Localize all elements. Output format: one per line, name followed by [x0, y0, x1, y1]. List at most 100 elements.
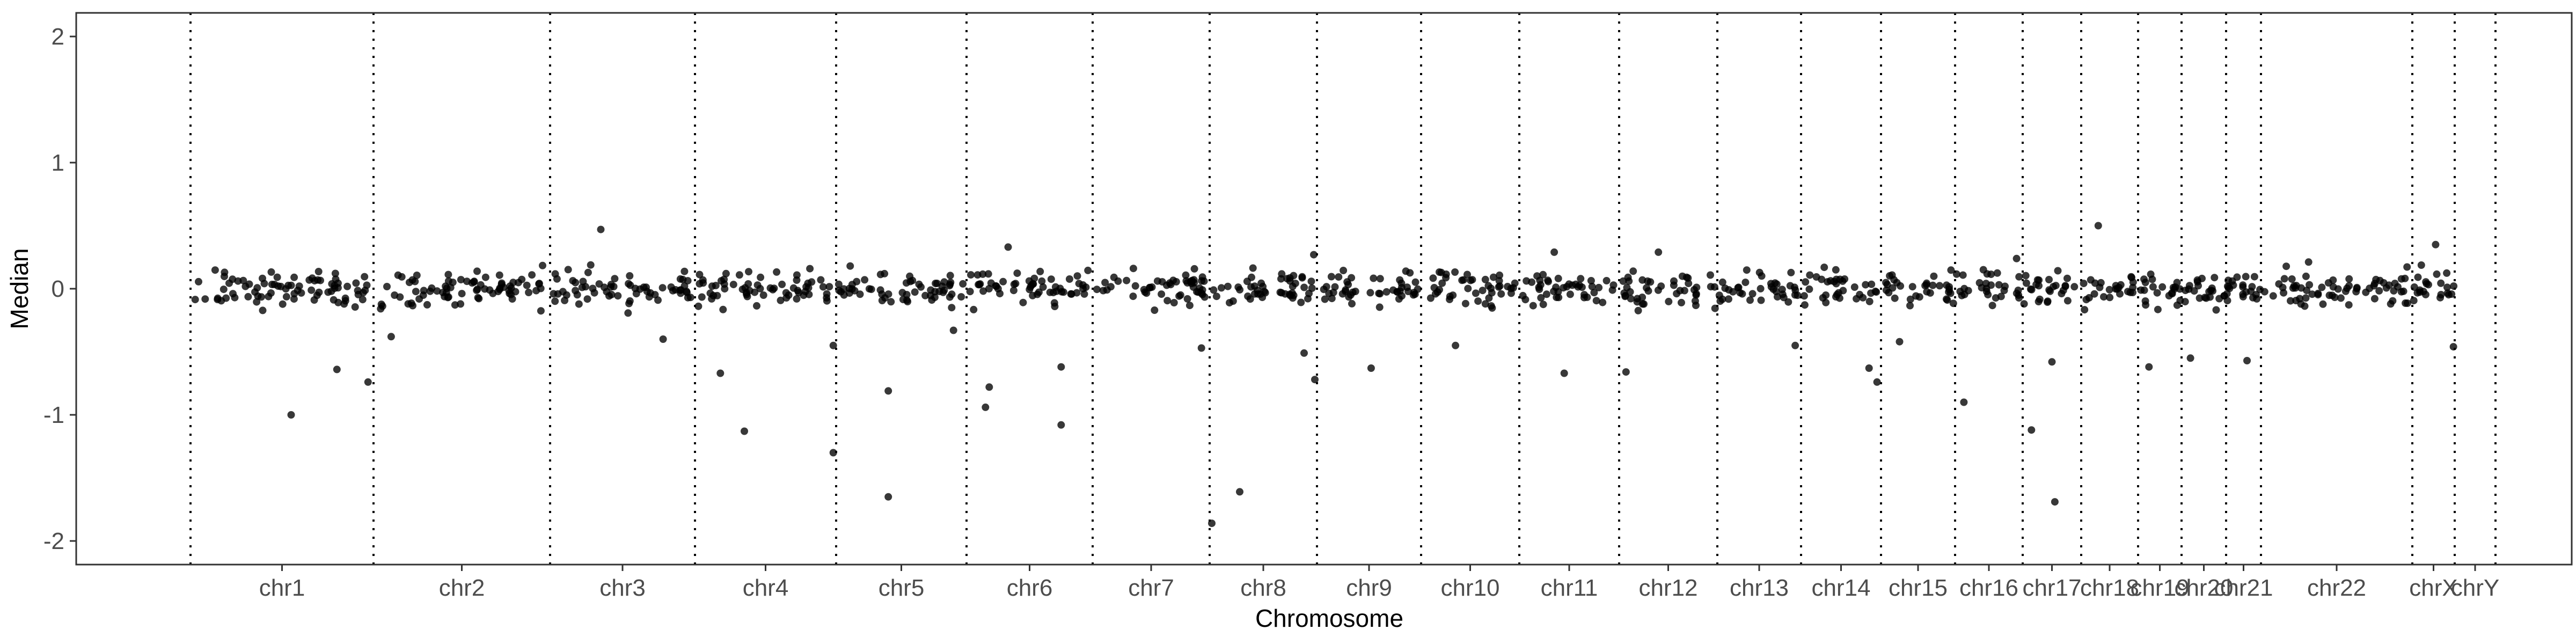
data-point	[1805, 285, 1813, 293]
data-point	[1131, 282, 1139, 290]
data-point	[1550, 287, 1558, 295]
data-point	[2070, 283, 2079, 291]
data-point	[2331, 294, 2339, 301]
data-point	[1757, 296, 1765, 304]
data-point	[595, 280, 603, 288]
data-point	[2319, 300, 2327, 308]
data-point	[845, 289, 853, 297]
data-point	[1036, 267, 1044, 275]
data-point	[539, 261, 546, 269]
data-point	[1643, 284, 1650, 292]
data-point	[1073, 289, 1081, 297]
x-tick-label-chr21: chr21	[2214, 575, 2273, 601]
data-point	[2186, 354, 2194, 362]
data-point	[2145, 363, 2153, 371]
data-point	[1395, 295, 1403, 303]
data-point	[753, 281, 762, 289]
data-point	[428, 284, 436, 292]
data-point	[1027, 283, 1034, 291]
data-point	[1304, 295, 1312, 303]
data-point	[2147, 270, 2155, 278]
x-tick-label-chr13: chr13	[1730, 575, 1789, 601]
data-point	[404, 300, 412, 308]
data-point	[1978, 284, 1986, 292]
data-point	[1376, 275, 1384, 283]
data-point	[231, 294, 239, 302]
data-point	[1468, 276, 1476, 284]
data-point	[244, 292, 252, 301]
data-point	[2248, 283, 2256, 291]
data-point	[496, 284, 504, 292]
data-point	[444, 277, 452, 285]
data-point	[2212, 306, 2220, 314]
data-point	[719, 305, 727, 313]
data-point	[361, 273, 369, 281]
data-point	[290, 273, 298, 281]
data-point	[221, 273, 228, 281]
data-point	[658, 284, 667, 292]
data-point	[1452, 341, 1460, 349]
data-point	[741, 284, 749, 292]
data-point	[451, 301, 459, 309]
data-point	[1300, 349, 1308, 357]
data-point	[2279, 283, 2287, 291]
data-point	[2318, 283, 2326, 291]
data-point	[1367, 364, 1375, 372]
data-point	[1960, 398, 1968, 406]
data-point	[2106, 294, 2114, 302]
data-point	[1997, 292, 2005, 301]
y-axis-title: Median	[5, 248, 33, 330]
data-point	[1366, 289, 1374, 297]
data-point	[1348, 274, 1356, 282]
data-point	[819, 283, 827, 291]
data-point	[2182, 287, 2190, 295]
data-point	[1497, 290, 1505, 298]
data-point	[911, 288, 919, 296]
data-point	[1685, 280, 1693, 288]
data-point	[1129, 292, 1137, 301]
data-point	[442, 289, 450, 297]
data-point	[1056, 284, 1064, 292]
data-point	[1806, 271, 1814, 279]
data-point	[1311, 376, 1319, 384]
data-point	[1949, 299, 1957, 308]
data-point	[709, 291, 718, 299]
data-point	[1987, 270, 1995, 279]
data-point	[525, 289, 533, 296]
data-point	[1344, 281, 1352, 289]
data-point	[1182, 271, 1190, 279]
data-point	[1912, 292, 1920, 300]
data-point	[1644, 277, 1652, 285]
data-point	[489, 289, 497, 297]
data-point	[2450, 282, 2458, 290]
data-point	[1247, 283, 1255, 291]
data-point	[1019, 298, 1027, 306]
data-point	[1906, 295, 1914, 303]
data-point	[1853, 295, 1861, 303]
data-point	[1511, 279, 1519, 287]
data-point	[829, 341, 837, 349]
data-point	[1243, 277, 1251, 286]
data-point	[396, 293, 404, 301]
data-point	[1163, 297, 1172, 305]
data-point	[996, 290, 1004, 298]
data-point	[1487, 284, 1495, 292]
data-point	[1167, 281, 1175, 289]
data-point	[2304, 258, 2312, 266]
data-point	[253, 284, 261, 292]
data-point	[2140, 275, 2148, 283]
data-point	[352, 279, 360, 287]
data-point	[1158, 290, 1166, 298]
data-point	[1599, 298, 1607, 306]
data-point	[2128, 274, 2135, 282]
data-point	[2022, 279, 2030, 287]
data-point	[1029, 291, 1037, 299]
data-point	[2100, 293, 2107, 301]
data-point	[364, 378, 372, 386]
x-tick-label-chr2: chr2	[439, 575, 485, 601]
data-point	[1084, 266, 1092, 274]
data-point	[1346, 291, 1355, 299]
data-point	[2416, 286, 2424, 294]
data-point	[2421, 290, 2429, 298]
data-point	[2341, 287, 2350, 295]
